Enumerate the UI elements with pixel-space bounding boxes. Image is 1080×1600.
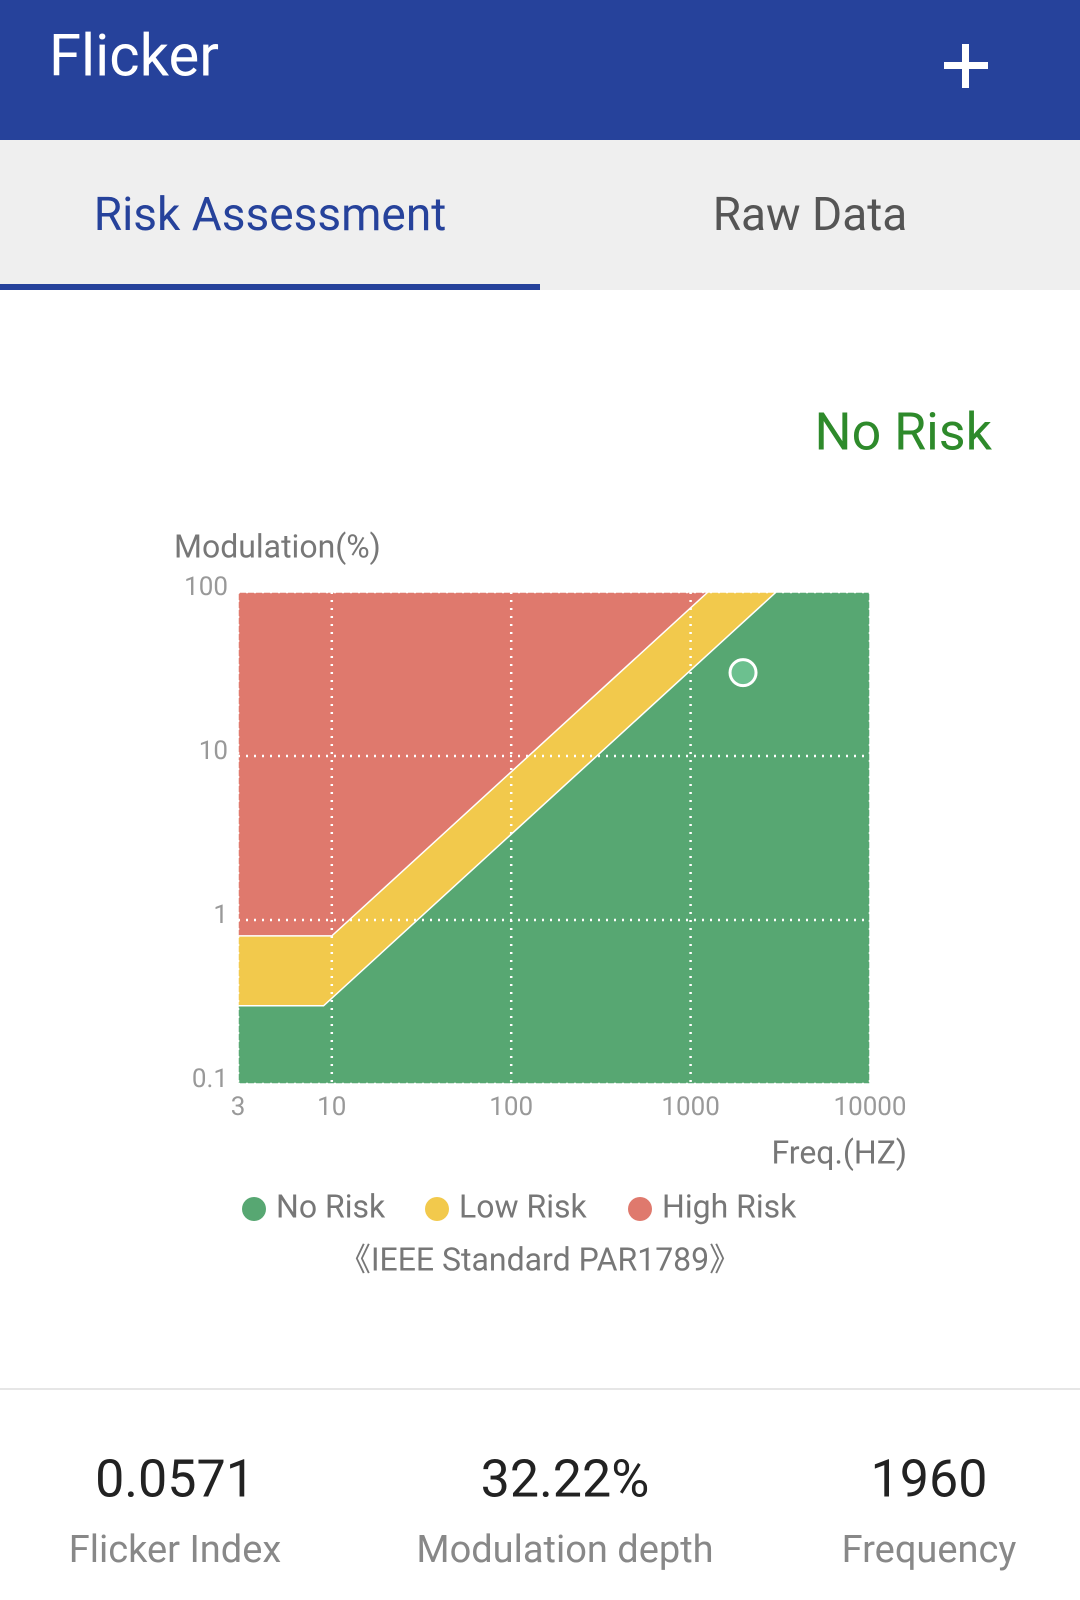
- tab[interactable]: Raw Data: [713, 188, 908, 242]
- x-axis-label: Freq.(HZ): [771, 1133, 907, 1171]
- metric-value: 32.22%: [481, 1449, 650, 1510]
- risk-area: [237, 591, 871, 1085]
- y-tick-label: 10: [199, 736, 228, 766]
- metric-name: Modulation depth: [416, 1528, 713, 1572]
- standard-note: 《IEEE Standard PAR1789》: [339, 1240, 741, 1278]
- app-title: Flicker: [49, 22, 219, 90]
- y-tick-label: 100: [184, 572, 228, 602]
- tab[interactable]: Risk Assessment: [94, 188, 447, 242]
- measurement-point: [728, 658, 758, 688]
- tab-bar: [0, 140, 1080, 290]
- x-tick-label: 1000: [661, 1092, 719, 1122]
- tab-indicator: [0, 284, 540, 290]
- y-tick-label: 1: [213, 900, 228, 930]
- legend-marker: [628, 1197, 652, 1221]
- legend-marker: [425, 1197, 449, 1221]
- x-tick-label: 10: [317, 1092, 346, 1122]
- y-axis-label: Modulation(%): [174, 527, 381, 565]
- add-button[interactable]: [944, 44, 988, 88]
- plus-v: [962, 44, 969, 88]
- x-tick-label: 100: [489, 1092, 533, 1122]
- legend-label: High Risk: [662, 1187, 797, 1225]
- legend-marker: [242, 1197, 266, 1221]
- risk-status: No Risk: [814, 402, 992, 463]
- legend-label: No Risk: [276, 1187, 386, 1225]
- metric-name: Frequency: [842, 1528, 1017, 1572]
- legend-label: Low Risk: [459, 1187, 587, 1225]
- x-tick-label: 3: [231, 1092, 246, 1122]
- metric-value: 1960: [871, 1449, 988, 1510]
- y-tick-label: 0.1: [192, 1064, 228, 1094]
- app-bar: [0, 0, 1080, 140]
- metric-name: Flicker Index: [69, 1528, 282, 1572]
- x-tick-label: 10000: [833, 1092, 906, 1122]
- metric-value: 0.0571: [95, 1449, 255, 1510]
